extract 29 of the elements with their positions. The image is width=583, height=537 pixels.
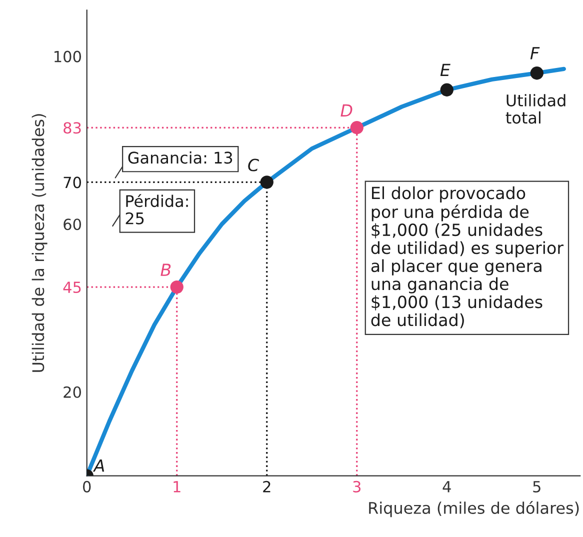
annotation: El dolor provocado por una pérdida de $1,000 (25 unidades de utilidad) es superior al placer que genera una ganancia de $1,000 (13 unidades de utilidad) xyxy=(371,186,564,328)
annotation: E xyxy=(440,64,450,76)
x-tick-label: 0 xyxy=(83,480,91,492)
annotation: Pérdida: 25 xyxy=(126,194,188,224)
x-tick-label: 2 xyxy=(263,480,270,492)
y-tick-label: 100 xyxy=(54,50,81,62)
y-tick-label: 60 xyxy=(64,218,81,230)
annotation: Ganancia: 13 xyxy=(128,151,232,164)
y-tick-label: 83 xyxy=(64,122,81,134)
y-axis-title: Utilidad de la riqueza (unidades) xyxy=(32,114,48,372)
annotation: A xyxy=(92,459,104,472)
x-tick-label: 4 xyxy=(442,481,451,492)
annotation: Utilidad total xyxy=(506,94,566,124)
point xyxy=(350,121,364,134)
x-tick-label: 5 xyxy=(533,481,540,492)
annotation: C xyxy=(248,158,260,172)
y-tick-label: 70 xyxy=(64,176,81,188)
point xyxy=(530,66,544,80)
point xyxy=(170,280,184,294)
annotation: D xyxy=(340,104,352,117)
x-tick-label: 1 xyxy=(174,481,180,492)
y-tick-label: 20 xyxy=(64,386,81,398)
annotation: B xyxy=(160,264,171,276)
x-axis-title: Riqueza (miles de dólares) xyxy=(369,500,579,518)
y-tick-label: 45 xyxy=(63,282,81,294)
x-tick-label: 3 xyxy=(353,480,361,492)
point xyxy=(260,176,274,189)
annotation: F xyxy=(530,47,540,60)
point xyxy=(440,83,454,96)
